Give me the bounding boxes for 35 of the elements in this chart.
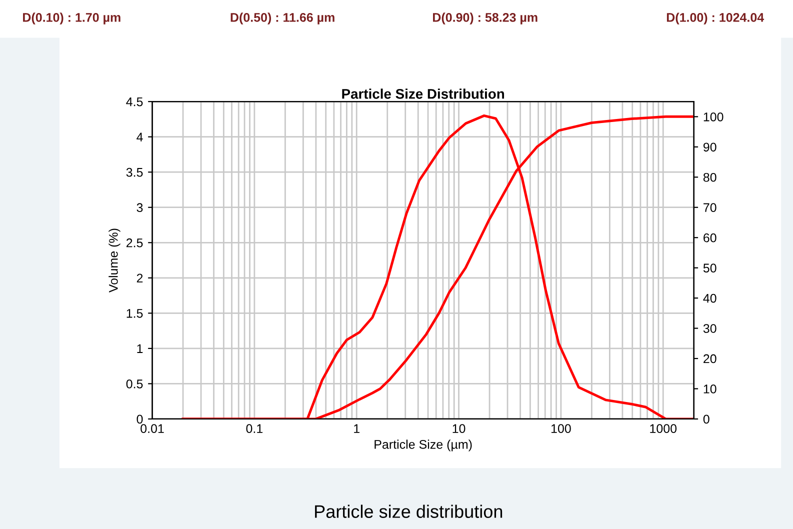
x-tick-label: 0.1 <box>246 424 263 434</box>
y-tick-label: 3 <box>136 203 143 212</box>
y-tick-label: 0.5 <box>126 380 143 388</box>
y2-tick-label: 10 <box>704 384 716 394</box>
y2-tick-label: 80 <box>703 172 716 182</box>
y-axis-title: Volume (%) <box>108 228 120 293</box>
y2-tick-label: 30 <box>703 324 716 333</box>
y-tick-label: 4 <box>136 132 143 142</box>
y2-tick-label: 0 <box>703 414 710 424</box>
chart-title: Particle Size Distribution <box>342 88 504 99</box>
y-tick-label: 0 <box>136 414 143 424</box>
x-axis-title: Particle Size (µm) <box>374 440 472 452</box>
x-tick-label: 100 <box>551 424 571 434</box>
x-tick-label: 10 <box>452 424 466 434</box>
y-tick-label: 2.5 <box>126 238 143 248</box>
x-tick-label: 0.01 <box>140 424 164 434</box>
y2-tick-label: 50 <box>703 264 716 272</box>
y-tick-label: 1.5 <box>126 309 143 318</box>
x-tick-label: 1 <box>354 424 360 433</box>
y-tick-label: 4.5 <box>126 98 143 106</box>
text: D(0.90) : 58.23 µm <box>433 12 538 24</box>
y-tick-label: 1 <box>137 344 143 353</box>
y-tick-label: 2 <box>136 274 143 282</box>
y-tick-label: 3.5 <box>126 168 143 177</box>
text: D(0.50) : 11.66 µm <box>230 12 334 24</box>
x-tick-label: 1000 <box>650 424 677 434</box>
text: D(0.10) : 1.70 µm <box>23 12 120 24</box>
text: Particle size distribution <box>315 504 502 518</box>
y2-tick-label: 100 <box>704 112 724 122</box>
y2-tick-label: 70 <box>704 203 716 212</box>
y2-tick-label: 60 <box>704 233 716 242</box>
text: D(1.00) : 1024.04 <box>666 12 764 24</box>
y2-tick-label: 20 <box>704 354 716 364</box>
y2-tick-label: 90 <box>703 142 716 152</box>
y2-tick-label: 40 <box>703 294 716 303</box>
